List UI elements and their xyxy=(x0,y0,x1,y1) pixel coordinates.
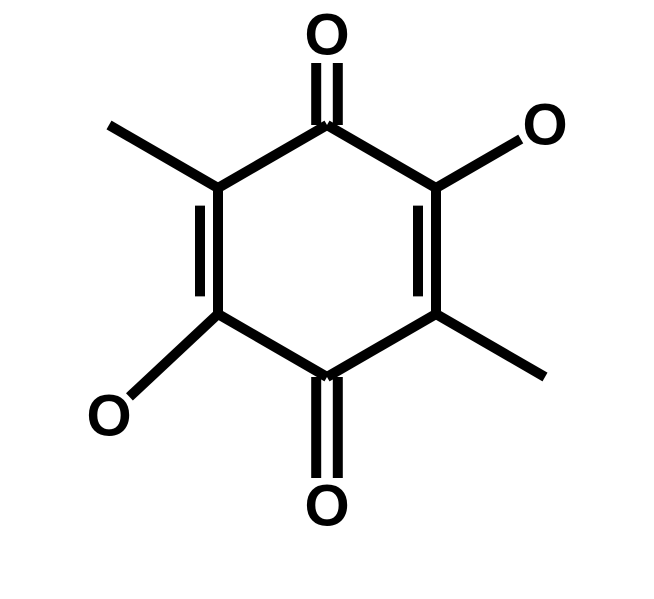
bond-line xyxy=(218,125,327,188)
bond-line xyxy=(327,125,436,188)
atom-label-o: O xyxy=(304,474,349,539)
bond-line xyxy=(436,314,545,377)
atom-label-o: O xyxy=(86,384,131,449)
bond-line xyxy=(218,314,327,377)
molecule-diagram: O O O O xyxy=(0,0,654,599)
bond-line xyxy=(327,314,436,377)
bond-line xyxy=(436,139,521,188)
atom-label-o: O xyxy=(522,93,567,158)
bond-line xyxy=(129,314,218,397)
atom-label-o: O xyxy=(304,3,349,68)
bond-line xyxy=(109,125,218,188)
